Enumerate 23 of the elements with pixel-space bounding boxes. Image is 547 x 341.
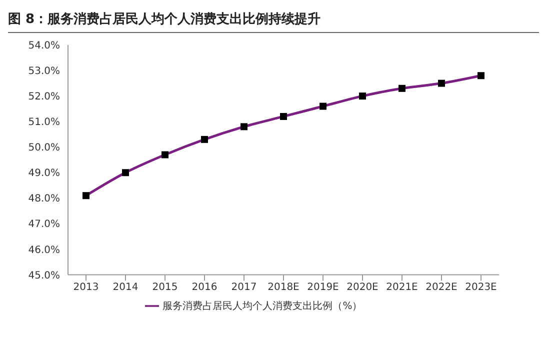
y-tick-label: 53.0% [28, 66, 60, 78]
x-tick-label: 2021E [386, 282, 418, 293]
y-tick-label: 46.0% [28, 244, 60, 256]
y-tick-label: 50.0% [28, 142, 60, 154]
x-tick-label: 2019E [307, 282, 339, 293]
legend-label: 服务消费占居民人均个人消费支出比例（%） [162, 300, 362, 312]
y-tick-label: 49.0% [28, 168, 60, 180]
x-tick-label: 2020E [346, 282, 378, 293]
y-tick-label: 47.0% [28, 219, 60, 230]
y-tick-label: 51.0% [28, 117, 60, 128]
x-tick-label: 2017 [231, 282, 257, 293]
x-tick-label: 2022E [426, 282, 458, 293]
y-tick-label: 45.0% [28, 270, 60, 282]
x-tick-label: 2013 [73, 282, 99, 293]
chart-title: 图 8：服务消费占居民人均个人消费支出比例持续提升 [8, 8, 539, 33]
y-tick-label: 48.0% [28, 194, 60, 205]
x-tick-label: 2016 [192, 282, 218, 293]
y-tick-label: 52.0% [28, 92, 60, 103]
x-tick-label: 2018E [268, 282, 300, 293]
x-tick-label: 2023E [465, 282, 497, 293]
x-tick-label: 2015 [152, 282, 178, 293]
x-tick-label: 2014 [112, 282, 138, 293]
y-tick-label: 54.0% [28, 40, 60, 52]
